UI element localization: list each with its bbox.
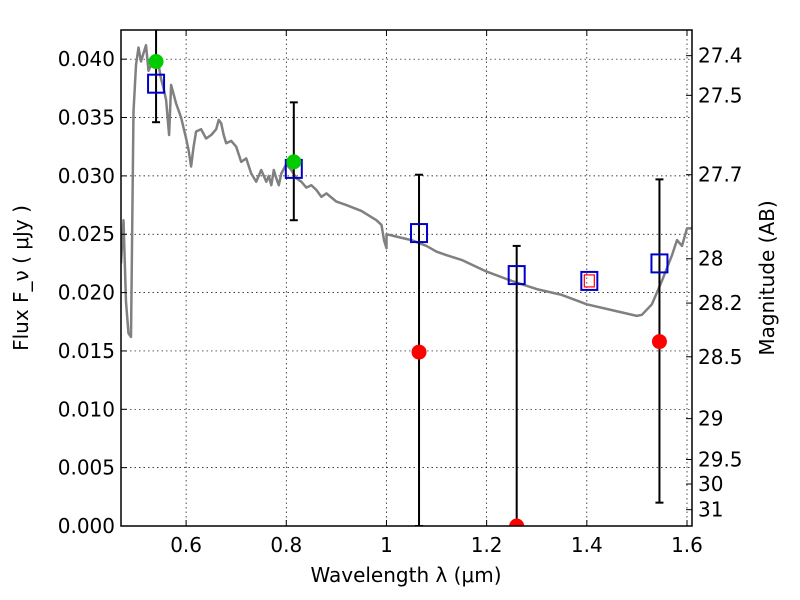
y-axis-title-right: Magnitude (AB) xyxy=(755,200,779,355)
sed-model-line xyxy=(121,43,692,339)
y-tick-label: 0.030 xyxy=(58,164,115,188)
model-photometry-square xyxy=(507,265,526,286)
observed-point xyxy=(286,154,302,170)
mag-tick-label: 29.5 xyxy=(698,447,743,471)
observed-point xyxy=(509,518,525,526)
model-photometry-square xyxy=(650,253,669,274)
axes-frame xyxy=(120,29,693,527)
mag-tick-label: 28.2 xyxy=(698,291,743,315)
x-axis-title: Wavelength λ (μm) xyxy=(310,563,501,587)
x-tick-label: 1.4 xyxy=(571,533,603,557)
x-tick-label: 1.6 xyxy=(671,533,703,557)
observed-point xyxy=(651,334,667,350)
model-photometry-square xyxy=(147,73,166,94)
observed-point xyxy=(411,344,427,360)
model-photometry-square xyxy=(410,223,429,244)
grid xyxy=(121,30,692,527)
model-photometry-square xyxy=(580,270,599,291)
observed-point xyxy=(148,54,164,70)
observed-point-small xyxy=(583,274,595,288)
x-tick-label: 1 xyxy=(380,533,393,557)
mag-tick-label: 27.4 xyxy=(698,44,743,68)
y-tick-label: 0.000 xyxy=(58,514,115,538)
y-tick-label: 0.005 xyxy=(58,456,115,480)
y-tick-label: 0.010 xyxy=(58,397,115,421)
x-tick-label: 0.6 xyxy=(170,533,202,557)
mag-tick-label: 30 xyxy=(698,472,723,496)
plot-area xyxy=(121,30,692,526)
y-tick-label: 0.035 xyxy=(58,106,115,130)
y-tick-label: 0.025 xyxy=(58,222,115,246)
y-tick-label: 0.040 xyxy=(58,47,115,71)
mag-tick-label: 28.5 xyxy=(698,345,743,369)
y-tick-label: 0.020 xyxy=(58,281,115,305)
mag-tick-label: 31 xyxy=(698,498,723,522)
axis-ticks: 0.6 0.8 1 1.2 1.4 1.6 0.000 0.005 0.010 0.015 0.02… xyxy=(58,30,743,557)
mag-tick-label: 28 xyxy=(698,247,723,271)
y-axis-title-left: Flux F_ν ( μJy ) xyxy=(9,205,33,351)
x-tick-label: 0.8 xyxy=(270,533,302,557)
y-tick-label: 0.015 xyxy=(58,339,115,363)
mag-tick-label: 29 xyxy=(698,407,723,431)
mag-tick-label: 27.5 xyxy=(698,83,743,107)
x-tick-label: 1.2 xyxy=(471,533,503,557)
mag-tick-label: 27.7 xyxy=(698,163,743,187)
